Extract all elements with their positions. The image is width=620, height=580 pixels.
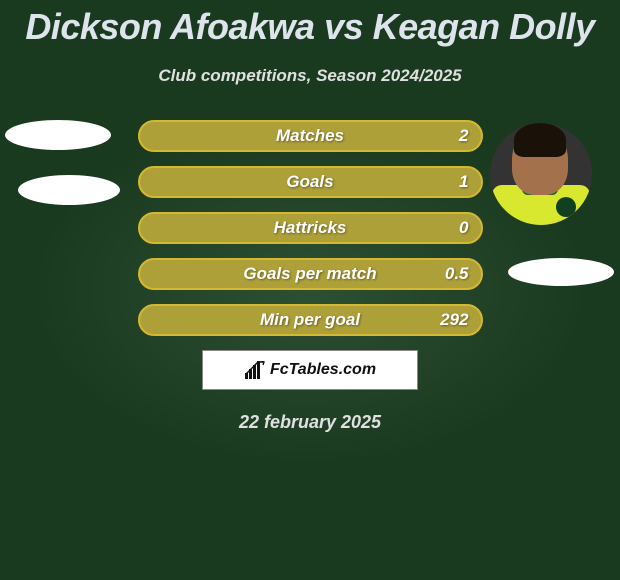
stat-value: 0.5 bbox=[445, 264, 469, 284]
stat-row-matches: Matches 2 bbox=[138, 120, 483, 152]
page-title: Dickson Afoakwa vs Keagan Dolly bbox=[0, 0, 620, 48]
stat-value: 2 bbox=[459, 126, 468, 146]
update-date: 22 february 2025 bbox=[0, 412, 620, 433]
stat-label: Matches bbox=[276, 126, 344, 146]
stats-container: Matches 2 Goals 1 Hattricks 0 Goals per … bbox=[0, 120, 620, 433]
stat-label: Goals per match bbox=[243, 264, 376, 284]
stat-value: 292 bbox=[440, 310, 468, 330]
stat-label: Min per goal bbox=[260, 310, 360, 330]
stat-label: Goals bbox=[286, 172, 333, 192]
logo-text: FcTables.com bbox=[270, 361, 376, 379]
stat-value: 0 bbox=[459, 218, 468, 238]
stat-label: Hattricks bbox=[274, 218, 347, 238]
stat-row-min-per-goal: Min per goal 292 bbox=[138, 304, 483, 336]
site-logo: FcTables.com bbox=[202, 350, 418, 390]
stat-row-goals-per-match: Goals per match 0.5 bbox=[138, 258, 483, 290]
bar-chart-icon bbox=[244, 361, 266, 379]
page-subtitle: Club competitions, Season 2024/2025 bbox=[0, 66, 620, 86]
stat-row-goals: Goals 1 bbox=[138, 166, 483, 198]
stat-value: 1 bbox=[459, 172, 468, 192]
stat-row-hattricks: Hattricks 0 bbox=[138, 212, 483, 244]
